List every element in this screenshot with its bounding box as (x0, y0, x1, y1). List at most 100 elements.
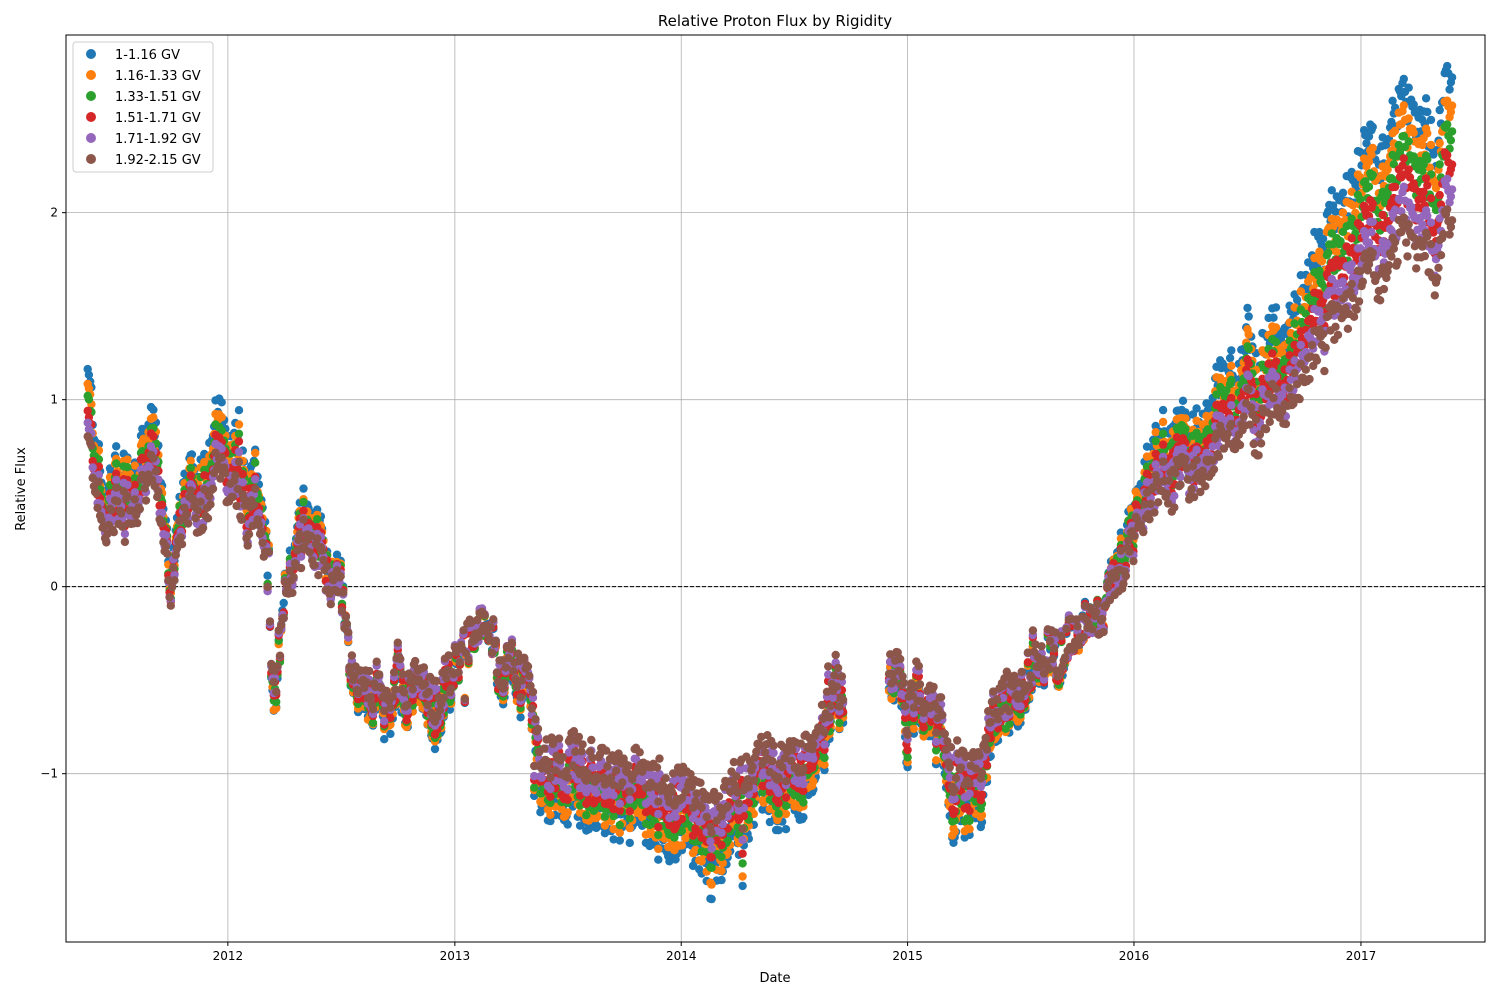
data-point (774, 809, 783, 818)
data-point (1227, 393, 1236, 403)
data-point (718, 820, 727, 829)
data-point (1418, 194, 1427, 203)
data-point (332, 550, 342, 559)
data-point (299, 497, 308, 507)
data-point (563, 808, 572, 817)
data-point (1409, 100, 1418, 109)
data-point (1423, 155, 1432, 164)
data-point (186, 463, 195, 473)
data-point (707, 880, 716, 889)
data-point (1356, 195, 1365, 204)
data-point (123, 455, 132, 464)
data-point (1296, 287, 1306, 296)
data-point (1429, 228, 1438, 237)
data-point (965, 806, 974, 815)
data-point (982, 761, 992, 770)
data-point (1290, 319, 1299, 328)
data-point (563, 820, 572, 829)
data-point (1443, 120, 1452, 129)
data-point (1271, 323, 1281, 332)
data-point (1315, 227, 1324, 237)
data-point (1158, 440, 1168, 449)
data-point (1192, 428, 1201, 438)
data-point (577, 757, 586, 767)
data-point (717, 840, 726, 850)
data-point (1435, 190, 1444, 200)
data-point (774, 798, 783, 808)
data-point (950, 816, 959, 825)
data-point (564, 748, 574, 757)
data-point (272, 704, 281, 713)
data-point (781, 825, 791, 834)
data-point (1331, 207, 1340, 216)
data-point (1271, 357, 1281, 366)
data-point (799, 798, 808, 807)
data-point (950, 806, 959, 816)
data-point (1364, 132, 1374, 141)
data-point (609, 811, 618, 821)
data-point (931, 746, 941, 755)
data-point (1409, 152, 1418, 161)
data-point (279, 598, 288, 608)
data-point (820, 753, 829, 763)
data-point (677, 826, 687, 836)
data-point (1421, 174, 1431, 183)
data-point (1446, 107, 1456, 117)
data-point (546, 816, 555, 826)
data-point (738, 849, 747, 858)
data-point (707, 863, 716, 872)
data-point (1227, 361, 1236, 370)
data-point (945, 773, 954, 782)
data-point (88, 463, 97, 472)
data-point (1426, 115, 1436, 125)
data-point (130, 488, 139, 497)
data-point (149, 432, 158, 441)
data-point (654, 809, 663, 819)
data-point (251, 458, 260, 467)
data-point (600, 812, 610, 821)
data-point (546, 810, 555, 819)
data-point (717, 828, 726, 837)
data-point (1181, 414, 1190, 423)
data-point (707, 894, 716, 904)
data-point (835, 718, 844, 728)
data-point (625, 814, 634, 823)
data-point (1328, 240, 1338, 249)
data-point (1404, 114, 1413, 123)
data-point (217, 426, 226, 435)
data-point (625, 795, 634, 804)
data-point (600, 821, 610, 830)
data-point (774, 788, 783, 798)
data-point (769, 748, 778, 758)
data-point (654, 830, 663, 840)
data-point (1431, 183, 1441, 193)
data-point (625, 838, 634, 848)
data-point (609, 791, 618, 800)
data-point (1327, 186, 1337, 195)
data-point (1426, 194, 1436, 203)
data-point (1364, 182, 1374, 191)
data-point (739, 811, 749, 821)
data-point (971, 790, 980, 799)
data-point (824, 670, 833, 679)
data-point (615, 828, 624, 837)
data-point (1016, 702, 1025, 711)
data-point (84, 395, 94, 404)
data-point (1426, 140, 1436, 150)
data-point (1338, 208, 1348, 217)
data-point (546, 784, 555, 794)
data-point (272, 697, 281, 707)
data-point (546, 792, 555, 801)
data-point (234, 437, 244, 446)
data-point (931, 737, 941, 746)
data-point (1323, 207, 1333, 216)
data-point (781, 801, 791, 811)
data-point (977, 811, 987, 820)
data-point (386, 729, 395, 739)
data-point (1443, 150, 1452, 160)
series-1.71-1.92 GV (83, 174, 1457, 853)
data-point (774, 826, 783, 835)
data-point (546, 798, 555, 808)
data-point (1418, 166, 1427, 176)
data-point (234, 447, 244, 457)
